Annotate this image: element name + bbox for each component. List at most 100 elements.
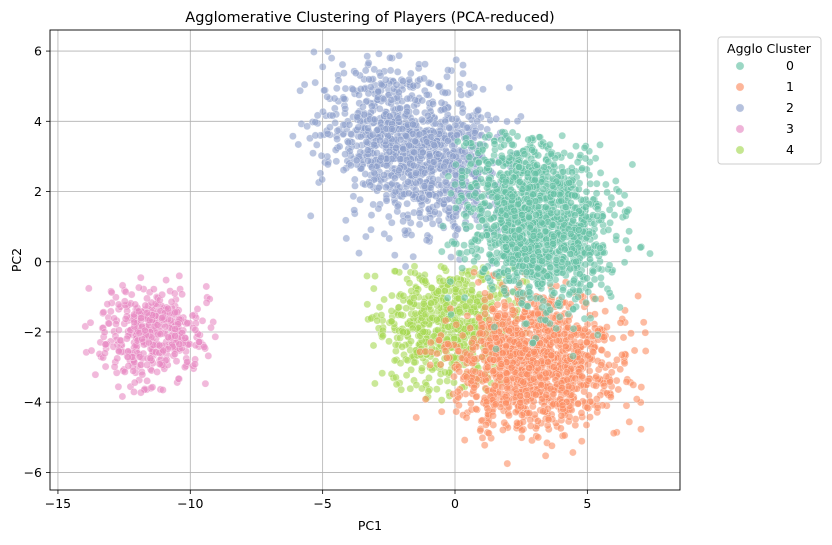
data-point: [344, 138, 353, 147]
data-point: [342, 234, 351, 243]
data-point: [330, 94, 339, 103]
data-point: [407, 337, 415, 346]
data-point: [200, 343, 209, 351]
data-point: [118, 281, 127, 290]
data-point: [391, 340, 400, 349]
data-point: [393, 68, 402, 76]
data-point: [143, 361, 151, 369]
data-point: [440, 264, 449, 272]
data-point: [561, 342, 570, 351]
data-point: [500, 141, 508, 149]
data-point: [492, 345, 500, 353]
data-point: [501, 301, 509, 310]
data-point: [130, 318, 138, 327]
data-point: [586, 179, 595, 188]
data-point: [364, 124, 372, 132]
data-point: [365, 75, 373, 84]
data-point: [585, 171, 594, 180]
data-point: [339, 121, 348, 129]
data-point: [586, 413, 594, 421]
data-point: [207, 323, 215, 332]
data-point: [575, 270, 584, 278]
data-point: [470, 383, 479, 392]
data-point: [441, 316, 450, 325]
data-point: [429, 158, 438, 166]
data-point: [437, 98, 446, 107]
data-point: [565, 413, 574, 421]
data-point: [443, 72, 451, 81]
data-point: [472, 405, 480, 413]
data-point: [470, 355, 479, 363]
data-point: [550, 331, 559, 340]
data-point: [399, 145, 408, 153]
data-point: [539, 407, 547, 416]
data-point: [191, 360, 199, 368]
data-point: [202, 298, 211, 307]
data-point: [327, 54, 336, 62]
data-point: [437, 247, 446, 256]
data-point: [134, 307, 143, 316]
data-point: [485, 250, 494, 259]
data-point: [522, 319, 531, 328]
data-point: [448, 152, 457, 161]
data-point: [502, 342, 511, 350]
data-point: [500, 252, 509, 261]
data-point: [430, 141, 438, 149]
data-point: [452, 320, 461, 329]
data-point: [86, 318, 95, 327]
data-point: [605, 205, 614, 214]
data-point: [373, 316, 382, 325]
data-point: [578, 372, 586, 381]
data-point: [394, 88, 403, 97]
data-point: [646, 249, 654, 258]
data-point: [593, 212, 601, 220]
data-point: [401, 262, 410, 271]
data-point: [589, 267, 598, 276]
data-point: [451, 180, 459, 189]
data-point: [317, 151, 326, 160]
data-point: [518, 411, 526, 419]
data-point: [211, 332, 220, 341]
data-point: [167, 298, 176, 306]
data-point: [453, 137, 462, 146]
data-point: [334, 76, 343, 85]
data-point: [405, 279, 414, 287]
data-point: [478, 216, 487, 225]
data-point: [502, 243, 510, 251]
chart-title: Agglomerative Clustering of Players (PCA…: [185, 10, 554, 26]
data-point: [87, 346, 96, 355]
data-point: [353, 112, 362, 121]
data-point: [109, 342, 118, 351]
data-point: [514, 200, 522, 208]
data-point: [564, 382, 573, 391]
data-point: [618, 351, 626, 359]
data-point: [462, 139, 471, 148]
data-point: [410, 358, 419, 367]
data-point: [597, 273, 605, 282]
data-point: [411, 269, 419, 277]
data-point: [422, 214, 430, 223]
data-point: [164, 304, 172, 313]
data-point: [121, 288, 130, 296]
data-point: [491, 381, 500, 390]
data-point: [444, 172, 453, 181]
data-point: [503, 384, 512, 393]
data-point: [525, 364, 534, 373]
data-point: [474, 106, 483, 114]
data-point: [637, 425, 645, 434]
data-point: [339, 166, 348, 174]
data-point: [395, 51, 403, 60]
data-point: [470, 257, 478, 266]
data-point: [538, 279, 546, 288]
data-point: [593, 331, 602, 339]
data-point: [532, 210, 540, 219]
data-point: [541, 203, 550, 211]
data-point: [525, 288, 534, 296]
data-point: [477, 337, 485, 345]
data-point: [318, 63, 327, 71]
data-point: [531, 390, 540, 399]
data-point: [505, 153, 514, 162]
data-point: [369, 200, 378, 209]
data-point: [593, 205, 602, 213]
data-point: [582, 298, 590, 307]
